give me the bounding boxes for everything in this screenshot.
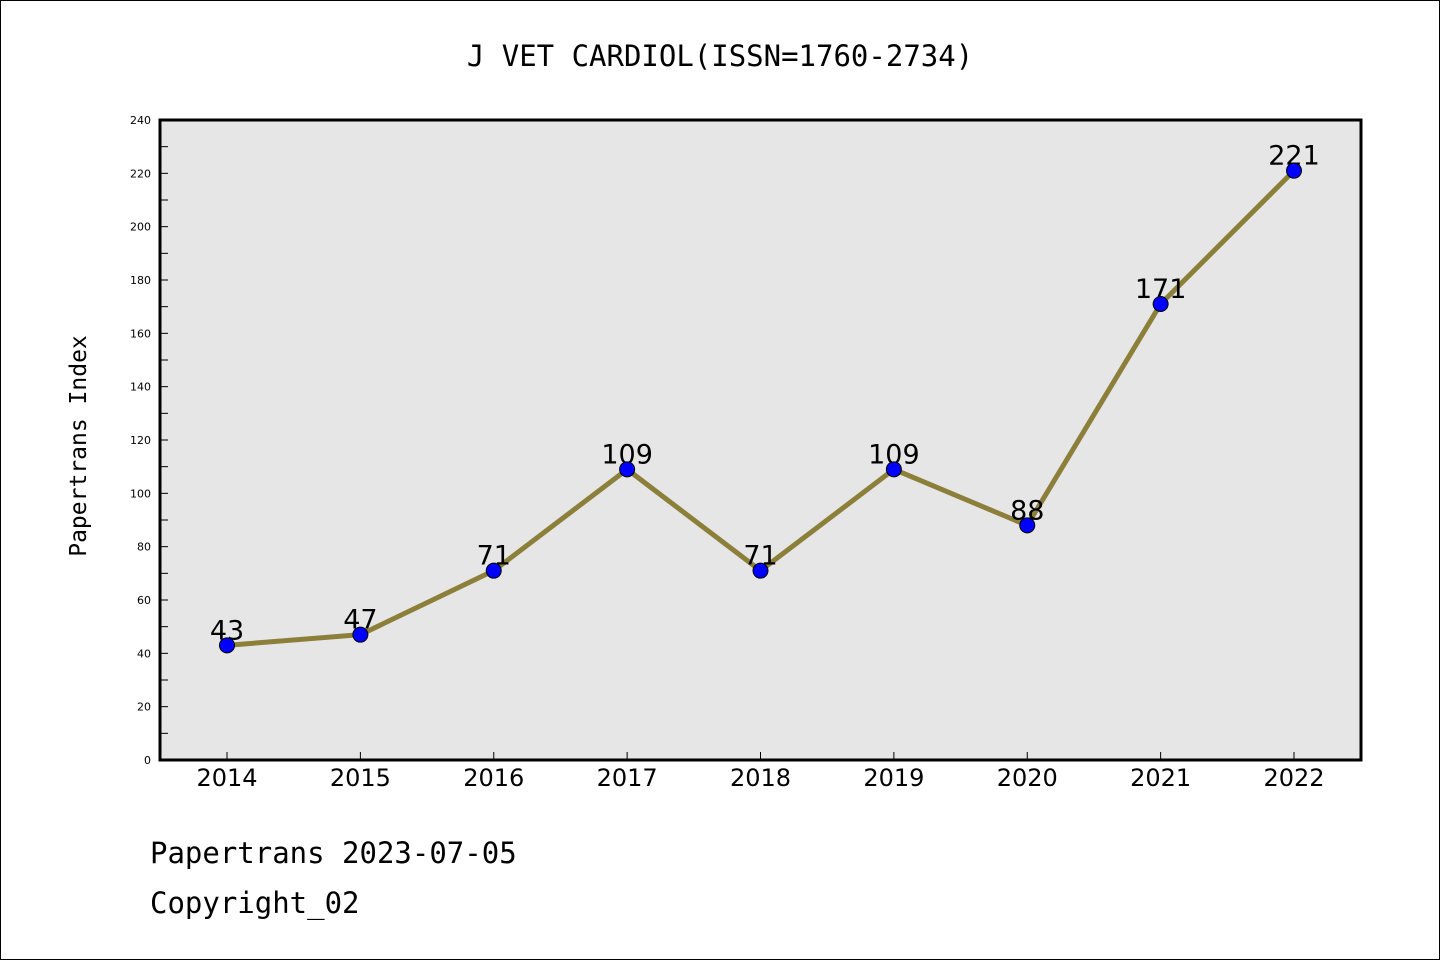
- y-tick-label: 160: [130, 327, 151, 340]
- x-tick-label: 2014: [196, 764, 257, 792]
- y-tick-label: 20: [137, 701, 151, 714]
- x-tick-label: 2018: [730, 764, 791, 792]
- x-tick-label: 2016: [463, 764, 524, 792]
- y-tick-label: 120: [130, 434, 151, 447]
- data-point: [1019, 517, 1036, 534]
- x-tick-label: 2021: [1130, 764, 1191, 792]
- plot-area: [160, 120, 1361, 760]
- x-tick-label: 2020: [997, 764, 1058, 792]
- y-tick-label: 240: [130, 114, 151, 127]
- y-axis-label: Papertrans Index: [66, 335, 92, 557]
- data-point: [219, 637, 235, 654]
- y-tick-label: 40: [137, 647, 151, 660]
- data-point: [752, 562, 769, 579]
- y-axis: 0 20 40 60 80 100 120 140 160 180 200 220 240: [130, 114, 168, 767]
- data-point: [352, 626, 369, 643]
- data-point: [885, 461, 902, 478]
- x-axis: 2014 2015 2016 2017 2018 2019 2020 2021 2022: [196, 752, 1325, 792]
- x-tick-label: 2022: [1263, 764, 1324, 792]
- y-tick-label: 100: [130, 487, 151, 500]
- footer-date: Papertrans 2023-07-05: [150, 836, 517, 870]
- y-tick-label: 140: [130, 381, 151, 394]
- y-tick-label: 0: [144, 754, 151, 767]
- y-tick-label: 60: [137, 594, 151, 607]
- x-tick-label: 2015: [330, 764, 391, 792]
- x-tick-label: 2017: [597, 764, 658, 792]
- data-point: [619, 461, 636, 478]
- y-tick-label: 180: [130, 274, 151, 287]
- y-tick-label: 80: [137, 541, 151, 554]
- x-tick-label: 2019: [863, 764, 924, 792]
- data-point: [485, 562, 502, 579]
- plot-border: [158, 118, 1363, 762]
- chart-title: J VET CARDIOL(ISSN=1760-2734): [467, 39, 973, 73]
- y-tick-label: 200: [130, 221, 151, 234]
- y-tick-label: 220: [130, 167, 151, 180]
- data-point: [1286, 162, 1302, 179]
- data-point: [1152, 296, 1169, 312]
- footer-copyright: Copyright_02: [150, 886, 360, 921]
